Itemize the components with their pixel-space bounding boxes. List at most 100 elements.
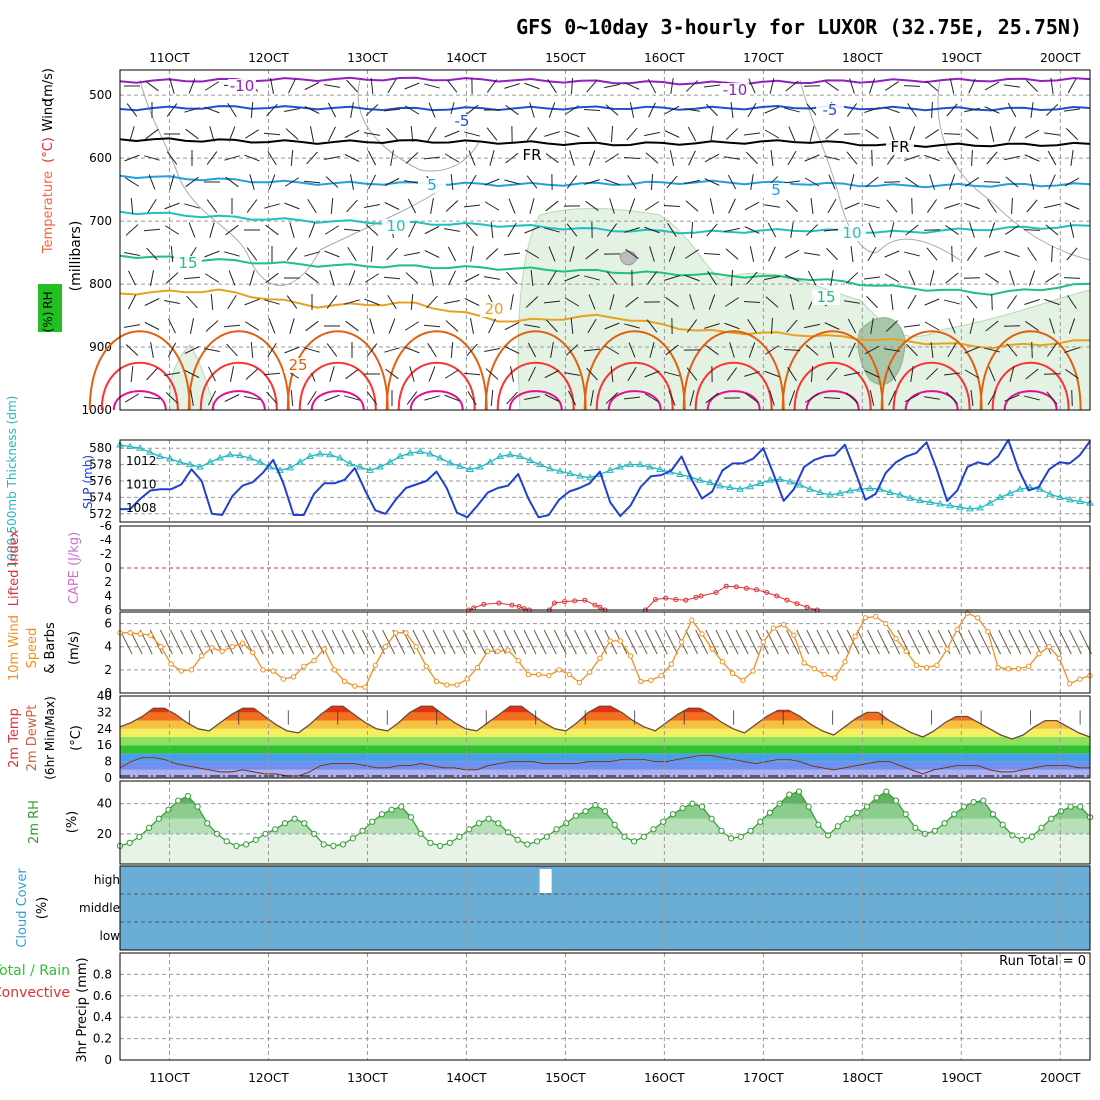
wind-barb [945, 225, 959, 235]
rh2m-point [1028, 833, 1035, 840]
wind-barb [228, 126, 236, 142]
wind-barb [444, 394, 460, 402]
wind-barb [405, 152, 419, 164]
wind-barb [188, 78, 196, 94]
isotherm-arc [880, 330, 983, 411]
wind-barb [969, 318, 975, 334]
wind-barb [968, 78, 976, 94]
wind-barb [689, 294, 695, 310]
rh2m-point [407, 814, 415, 821]
wind10-speed-point [423, 663, 430, 670]
wind-barb [865, 129, 879, 139]
wind-barb [264, 203, 280, 209]
wind-barb [369, 318, 375, 334]
wind-barb [707, 271, 717, 285]
rh2m-point [980, 797, 987, 804]
wind10-speed-point [597, 655, 603, 661]
isotherm-arc [298, 361, 377, 411]
wind-barb [1067, 78, 1077, 94]
thickness-point [146, 448, 154, 455]
y-tick-label: 600 [89, 151, 112, 165]
thickness-point [426, 449, 434, 457]
wind-barb [504, 179, 520, 185]
wind-barb [783, 348, 801, 352]
wind-barb [705, 392, 719, 404]
rh2m-panel: 40 20 2m RH (%) [27, 780, 1094, 865]
axis-label: (m/s) [67, 631, 82, 665]
wind-barb [149, 270, 155, 286]
wind-barb [484, 201, 500, 211]
rh2m-point [873, 794, 880, 801]
thickness-point [166, 454, 174, 462]
wind-barb [364, 273, 380, 283]
thickness-point [466, 465, 474, 473]
bottom-x-axis: 11OCT 12OCT 13OCT 14OCT 15OCT 16OCT 17OCT 18OCT… [149, 1071, 1081, 1085]
lifted-index-point [592, 602, 598, 608]
wind-barb [524, 324, 540, 328]
wind-barb [130, 197, 134, 215]
y-tick-label: 580 [89, 441, 112, 455]
rh-shading-dark [857, 317, 906, 385]
thickness-point [1006, 489, 1014, 496]
wind10-barb [836, 629, 850, 655]
wind-barb [130, 365, 134, 383]
axis-label: 2m RH [27, 800, 42, 844]
lifted-index-point [733, 584, 739, 590]
wind-barb [824, 322, 840, 330]
wind10-barb [978, 629, 991, 655]
wind-barb [329, 366, 335, 382]
wind-barb [770, 149, 774, 167]
wind-barb [303, 180, 321, 184]
wind10-speed-point [188, 667, 195, 673]
lifted-index-point [663, 595, 669, 601]
wind-barb [826, 367, 838, 381]
upper-air-frame [119, 69, 1091, 411]
wind-barb [1024, 395, 1040, 401]
thickness-point [356, 463, 364, 470]
wind10-speed-point [903, 648, 909, 655]
wind-barb [1007, 102, 1017, 118]
wind-barb [345, 368, 359, 380]
wind-barb [424, 395, 440, 401]
wind-barb [829, 342, 835, 358]
wind10-barb [786, 629, 800, 655]
wind-barb [250, 341, 254, 359]
y-tick-label: 4 [104, 640, 112, 654]
top-x-tick-label: 11OCT [149, 51, 190, 65]
wind-barb [669, 150, 675, 166]
lifted-index-point [521, 606, 527, 612]
bottom-x-tick-label: 14OCT [446, 1071, 487, 1085]
wind-barb [783, 180, 801, 184]
thickness-point [706, 478, 714, 486]
wind-barb [344, 395, 360, 401]
wind-barb [227, 294, 237, 310]
y-tick-label: 16 [97, 738, 112, 752]
isotherm-label-bg [418, 178, 446, 193]
y-tick-label: 578 [89, 458, 112, 472]
rh2m-point [388, 806, 395, 813]
wind-barb [1065, 127, 1079, 141]
wind10-speed-point [341, 678, 348, 685]
wind-barb [610, 365, 614, 383]
wind10-speed-point [750, 668, 756, 674]
wind-barb [128, 270, 136, 286]
rh2m-point [679, 805, 686, 812]
wind10-speed-point [250, 649, 256, 656]
wind-barb [184, 107, 200, 113]
isotherm-arc [199, 361, 278, 411]
thickness-point [566, 469, 574, 477]
wind-barb [266, 391, 278, 405]
wind-barb [464, 131, 480, 137]
wind-barb [585, 200, 599, 212]
wind-barb [605, 104, 619, 116]
wind-barb [668, 246, 676, 262]
wind-barb [1063, 277, 1081, 279]
isotherm-arc [583, 330, 686, 411]
wind-barb [504, 321, 520, 331]
y-tick-label: 574 [89, 490, 112, 504]
wind-barb [884, 348, 900, 352]
thickness-point [716, 481, 724, 489]
wind-barb [146, 367, 158, 381]
wind-barb [649, 246, 655, 262]
